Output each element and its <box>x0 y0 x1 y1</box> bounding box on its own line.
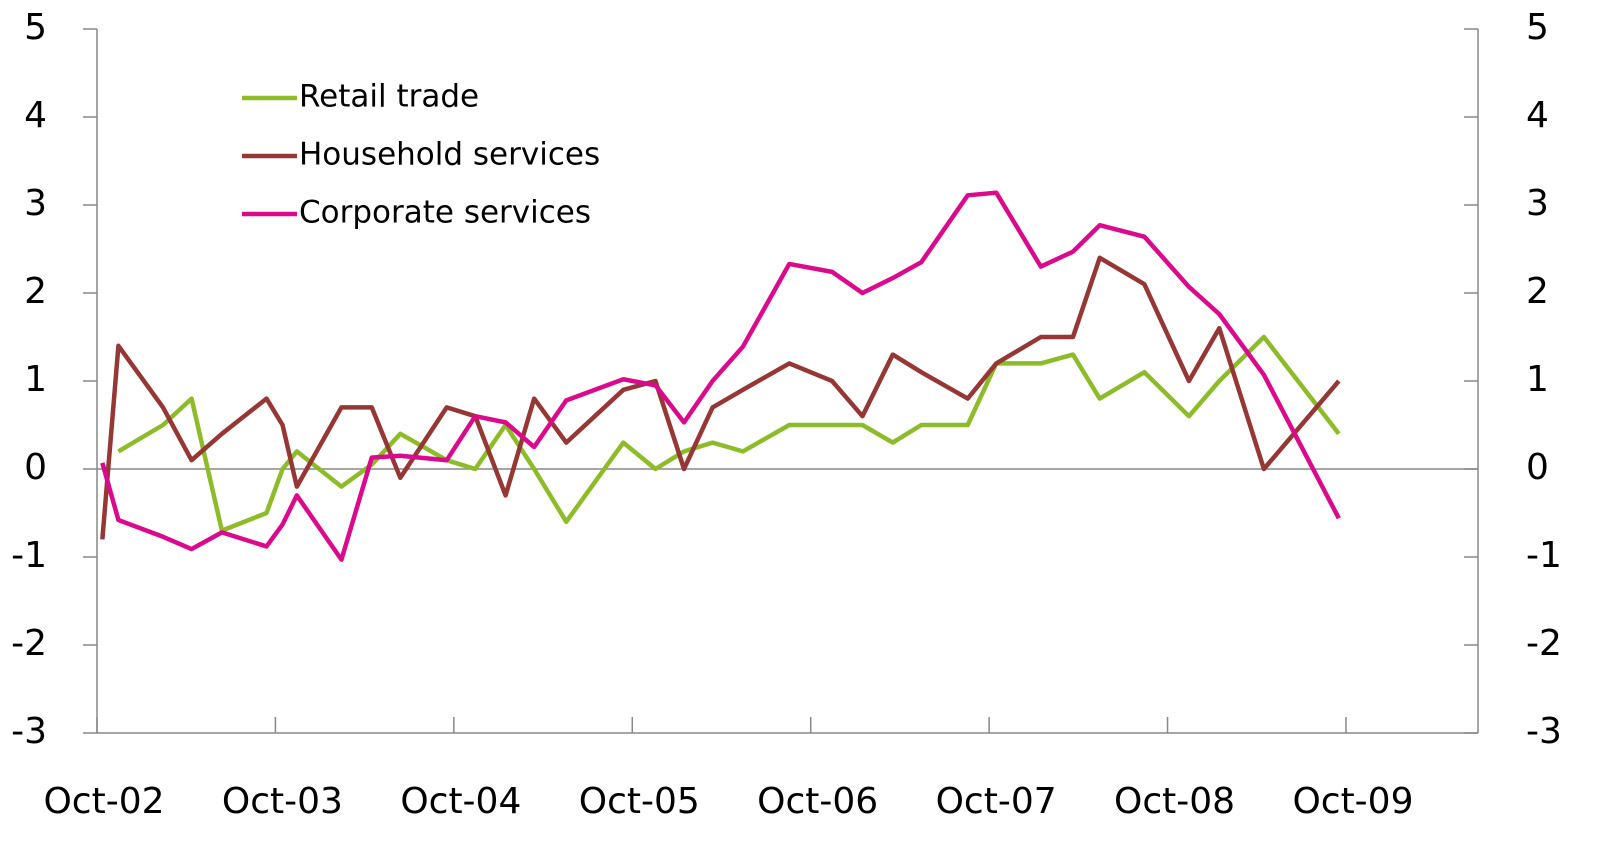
y2-tick-label: 4 <box>1526 95 1549 136</box>
y2-tick-label: -2 <box>1526 623 1562 664</box>
x-tick-label: Oct-07 <box>936 781 1057 822</box>
x-tick-label: Oct-08 <box>1114 781 1235 822</box>
y2-tick-label: 3 <box>1526 183 1549 224</box>
y-tick-label: 4 <box>24 95 47 136</box>
legend-label: Retail trade <box>299 79 479 115</box>
y-tick-label: -3 <box>11 711 47 752</box>
y2-tick-label: -1 <box>1526 535 1562 576</box>
y-tick-label: 3 <box>24 183 47 224</box>
y2-tick-label: -3 <box>1526 711 1562 752</box>
series-line <box>100 255 1341 540</box>
x-tick-label: Oct-03 <box>222 781 343 822</box>
series-line <box>100 190 1341 562</box>
y-tick-label: 5 <box>24 7 47 48</box>
y2-tick-label: 1 <box>1526 359 1549 400</box>
y2-tick-label: 0 <box>1526 447 1549 488</box>
y2-tick-label: 5 <box>1526 7 1549 48</box>
y2-tick-label: 2 <box>1526 271 1549 312</box>
legend-label: Household services <box>299 137 600 173</box>
x-tick-label: Oct-04 <box>400 781 521 822</box>
y-tick-label: 2 <box>24 271 47 312</box>
y-tick-label: -1 <box>11 535 47 576</box>
legend-label: Corporate services <box>299 195 591 231</box>
y-tick-label: 0 <box>24 447 47 488</box>
x-tick-label: Oct-05 <box>579 781 700 822</box>
y-tick-label: 1 <box>24 359 47 400</box>
x-tick-label: Oct-09 <box>1292 781 1413 822</box>
x-tick-label: Oct-02 <box>43 781 164 822</box>
y-tick-label: -2 <box>11 623 47 664</box>
x-tick-label: Oct-06 <box>757 781 878 822</box>
